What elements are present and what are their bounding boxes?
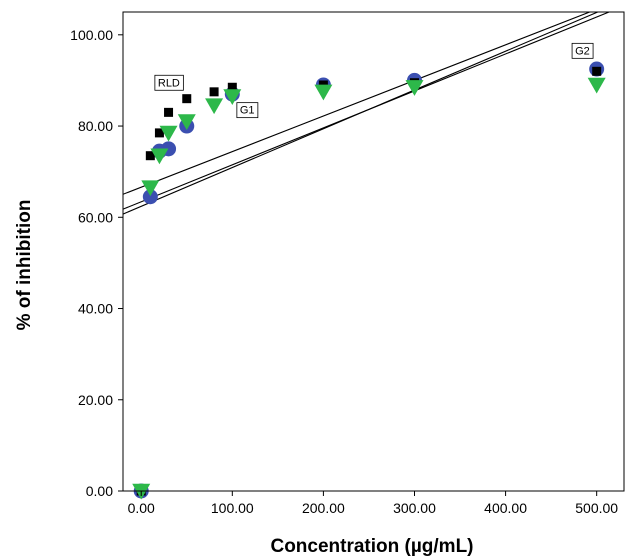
annotation-box [571,42,594,59]
annotations: RLD G1 G2 [154,42,594,119]
point-rld [227,82,237,92]
annotation-label-g2: G2 [575,45,590,57]
data-markers [132,61,606,500]
y-tick-label: 20.00 [78,392,113,408]
y-tick-label: 100.00 [70,27,113,43]
point-g2 [150,148,169,165]
x-axis-ticks: 0.00 100.00 200.00 300.00 400.00 500.00 [128,491,618,516]
point-rld [209,87,219,97]
point-g2 [587,77,606,94]
point-g2 [177,114,196,131]
y-axis-title: % of inhibition [14,200,35,331]
fit-lines [123,12,611,215]
y-tick-label: 40.00 [78,301,113,317]
point-g2 [314,84,333,101]
point-g2 [405,80,424,96]
annotation-box [236,102,259,119]
point-rld [145,151,155,161]
x-tick-label: 500.00 [575,500,618,516]
point-g2 [159,125,178,142]
annotation-label-g1: G1 [240,105,255,117]
x-tick-label: 200.00 [302,500,345,516]
x-tick-label: 100.00 [211,500,254,516]
point-rld [592,66,602,76]
x-axis-title: Concentration (µg/mL) [270,536,473,557]
point-rld [182,94,192,104]
x-tick-label: 400.00 [484,500,527,516]
point-g2 [223,89,242,105]
y-tick-label: 0.00 [86,483,113,499]
y-tick-label: 60.00 [78,209,113,225]
point-g1 [142,189,158,205]
x-tick-label: 300.00 [393,500,436,516]
fit-line-g2 [123,12,611,210]
y-axis-ticks: 0.00 20.00 40.00 60.00 80.00 100.00 [70,27,123,499]
point-g2 [141,180,160,197]
x-tick-label: 0.00 [128,500,155,516]
point-g2 [205,98,224,115]
fit-line-rld [123,12,592,195]
point-rld [164,107,174,117]
point-rld [154,128,164,138]
annotation-label-rld: RLD [158,77,180,89]
y-tick-label: 80.00 [78,118,113,134]
plot-frame [122,11,625,492]
annotation-box [154,74,184,91]
